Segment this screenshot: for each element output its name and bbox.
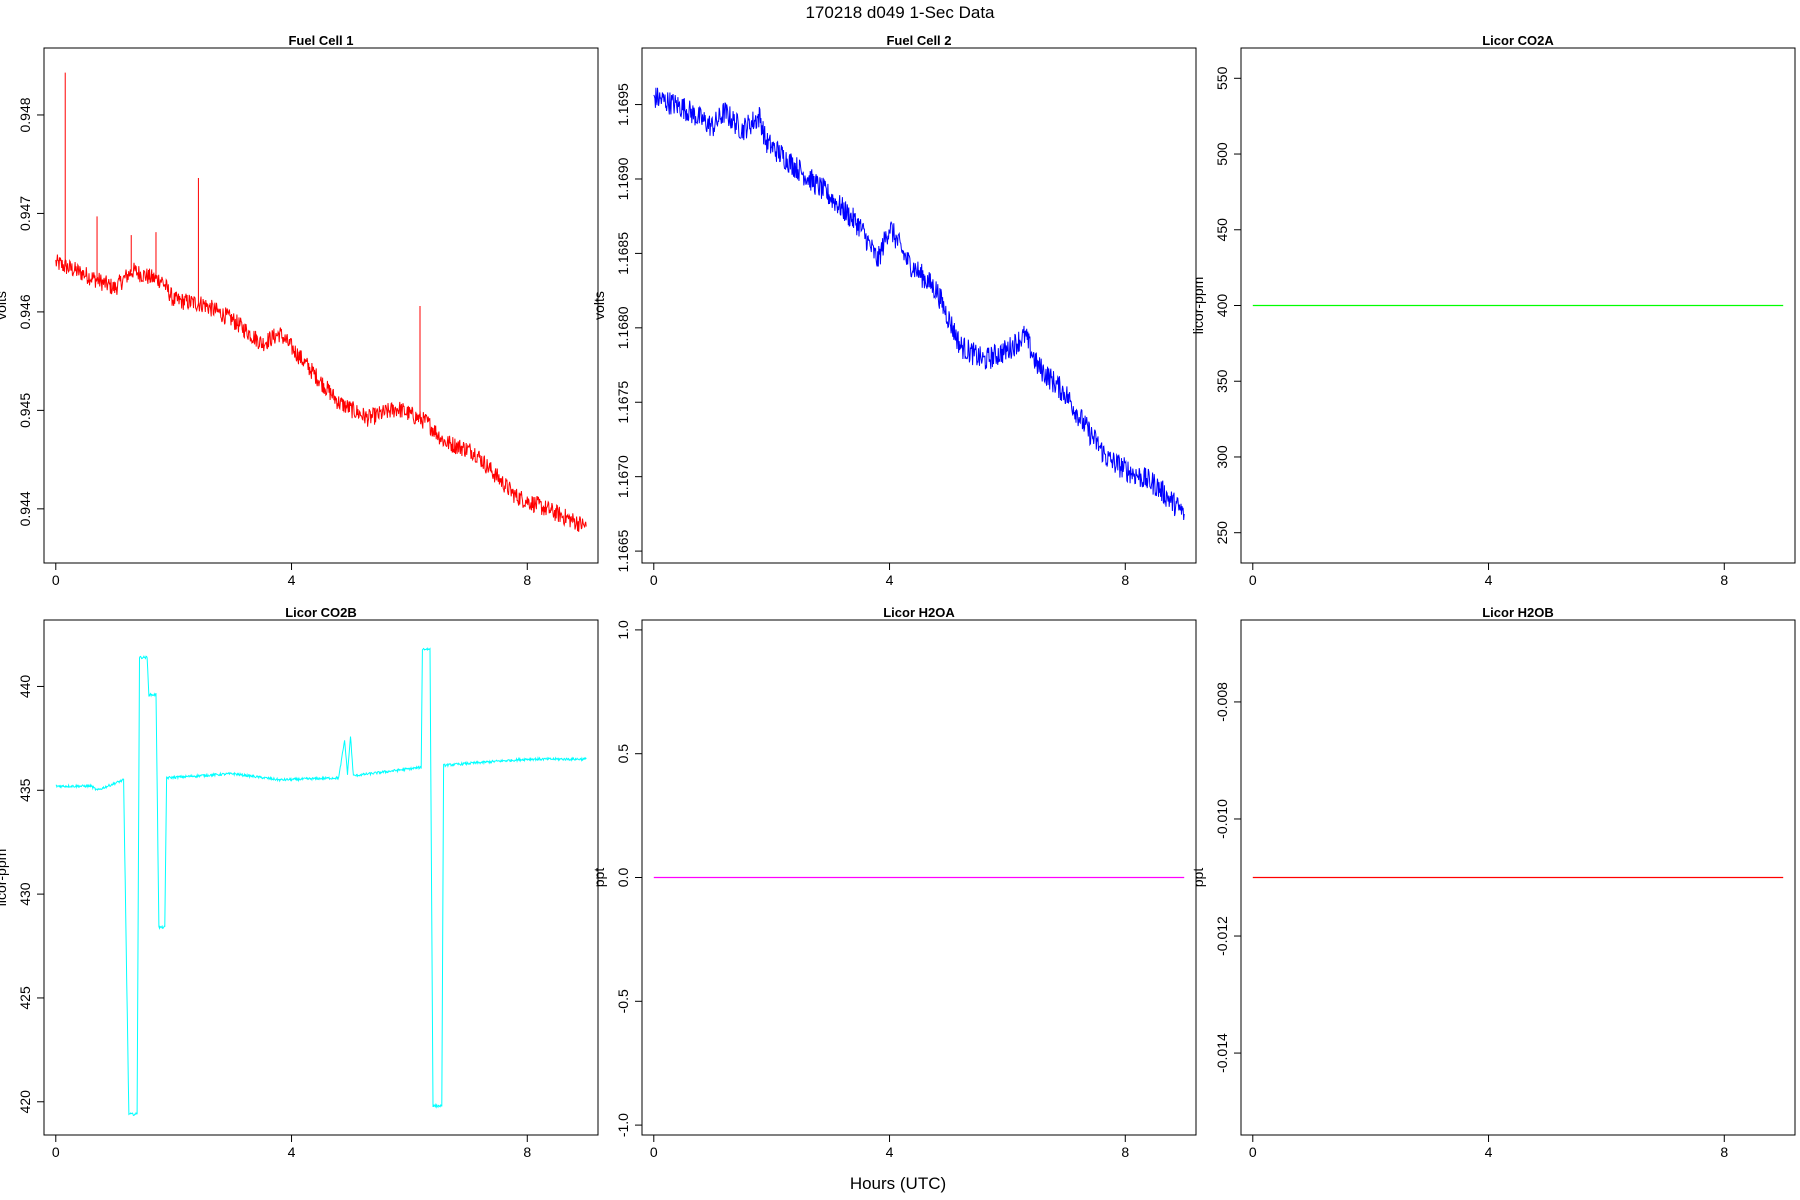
y-tick-label: 430	[17, 882, 33, 906]
y-tick-label: 400	[1214, 294, 1230, 318]
panel-5: Licor H2OA ppt 0 4 8 -1.0 -0.5 0.0 0.5 1.0	[591, 605, 1197, 1160]
x-tick-label: 8	[1720, 572, 1728, 588]
y-tick-label: 0.948	[17, 97, 33, 132]
y-tick-label: 1.1670	[615, 455, 631, 498]
plot-frame	[1240, 619, 1796, 1136]
y-tick-label: 350	[1214, 369, 1230, 393]
figure-title: 170218 d049 1-Sec Data	[805, 3, 995, 22]
plot-frame	[43, 47, 599, 564]
panel-4: Licor CO2B licor-ppm 0 4 8 420 425 430 435 440	[0, 605, 599, 1160]
panel-6: Licor H2OB ppt 0 4 8 -0.014 -0.012 -0.010 -0.008	[1190, 605, 1796, 1160]
y-axis-label: ppt	[1190, 868, 1206, 888]
x-tick-label: 0	[650, 1144, 658, 1160]
x-tick-label: 4	[886, 572, 894, 588]
x-tick-label: 0	[650, 572, 658, 588]
y-tick-label: 1.1695	[615, 83, 631, 126]
y-tick-label: 0.947	[17, 196, 33, 231]
y-tick-label: -0.5	[615, 989, 631, 1013]
panel-title: Licor H2OA	[883, 605, 955, 620]
panel-title: Fuel Cell 2	[886, 33, 951, 48]
y-tick-label: 1.1690	[615, 157, 631, 200]
x-tick-label: 4	[1485, 1144, 1493, 1160]
plot-frame	[641, 47, 1197, 564]
y-tick-label: -0.014	[1214, 1033, 1230, 1073]
panel-title: Fuel Cell 1	[288, 33, 353, 48]
y-tick-label: 0.5	[615, 744, 631, 764]
y-tick-label: 250	[1214, 521, 1230, 545]
x-tick-label: 4	[886, 1144, 894, 1160]
x-tick-label: 8	[1121, 572, 1129, 588]
x-tick-label: 8	[523, 1144, 531, 1160]
y-tick-label: 1.1675	[615, 381, 631, 424]
x-tick-label: 8	[523, 572, 531, 588]
series-line	[55, 254, 587, 532]
y-tick-label: 0.946	[17, 294, 33, 329]
y-tick-label: -0.008	[1214, 682, 1230, 722]
y-tick-label: 440	[17, 675, 33, 699]
y-axis-label: volts	[591, 291, 607, 320]
panel-3: Licor CO2A licor-ppm 0 4 8 250 300 350 400 450 500…	[1190, 33, 1796, 588]
y-axis-label: licor-ppm	[1190, 277, 1206, 335]
panel-title: Licor CO2B	[285, 605, 357, 620]
y-tick-label: -0.012	[1214, 916, 1230, 956]
y-tick-label: -1.0	[615, 1113, 631, 1137]
panels: Fuel Cell 1 volts 0 4 8 0.944 0.945 0.946 0.947 0…	[0, 33, 1796, 1160]
x-tick-label: 8	[1121, 1144, 1129, 1160]
y-tick-label: 450	[1214, 218, 1230, 242]
y-tick-label: 1.1685	[615, 232, 631, 275]
y-tick-label: -0.010	[1214, 799, 1230, 839]
y-tick-label: 0.944	[17, 491, 33, 526]
plot-frame	[43, 619, 599, 1136]
panel-title: Licor H2OB	[1482, 605, 1554, 620]
x-tick-label: 4	[288, 1144, 296, 1160]
y-tick-label: 0.0	[615, 868, 631, 888]
x-tick-label: 0	[52, 572, 60, 588]
x-tick-label: 4	[288, 572, 296, 588]
x-tick-label: 0	[1249, 572, 1257, 588]
y-tick-label: 420	[17, 1090, 33, 1114]
series-line	[653, 87, 1185, 521]
y-tick-label: 1.0	[615, 620, 631, 640]
y-tick-label: 425	[17, 986, 33, 1010]
series-line	[55, 647, 587, 1117]
x-tick-label: 4	[1485, 572, 1493, 588]
figure-xlabel: Hours (UTC)	[850, 1174, 946, 1193]
y-axis-label: volts	[0, 291, 9, 320]
panel-2: Fuel Cell 2 volts 0 4 8 1.1665 1.1670 1.1675 1.1…	[591, 33, 1197, 588]
panel-title: Licor CO2A	[1482, 33, 1554, 48]
x-tick-label: 0	[1249, 1144, 1257, 1160]
x-tick-label: 0	[52, 1144, 60, 1160]
y-tick-label: 550	[1214, 66, 1230, 90]
y-tick-label: 500	[1214, 142, 1230, 166]
y-tick-label: 1.1680	[615, 306, 631, 349]
y-tick-label: 435	[17, 778, 33, 802]
y-axis-label: licor-ppm	[0, 849, 9, 907]
y-tick-label: 1.1665	[615, 529, 631, 572]
x-tick-label: 8	[1720, 1144, 1728, 1160]
y-tick-label: 0.945	[17, 393, 33, 428]
y-axis-label: ppt	[591, 868, 607, 888]
panel-1: Fuel Cell 1 volts 0 4 8 0.944 0.945 0.946 0.947 0…	[0, 33, 599, 588]
y-tick-label: 300	[1214, 445, 1230, 469]
